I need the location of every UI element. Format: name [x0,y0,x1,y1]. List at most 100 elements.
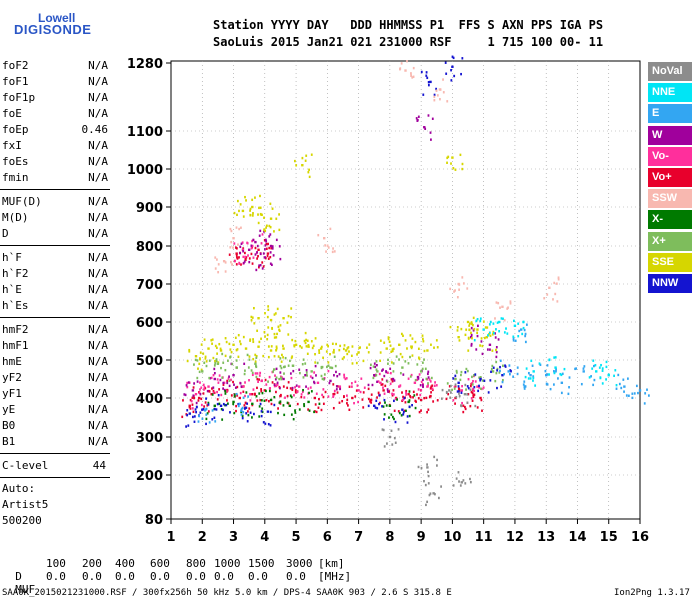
echo-point [429,492,432,495]
echo-point [220,366,222,370]
echo-point [246,241,249,245]
param-row: h`F N/A [2,250,108,266]
echo-point [243,407,246,410]
echo-point [291,355,294,358]
echo-point [412,390,415,394]
y-tick-label: 1100 [127,125,163,140]
echo-point [206,412,209,415]
echo-point [296,390,299,394]
echo-point [252,212,254,215]
x-tick-label: 10 [443,530,461,545]
echo-point [426,372,429,376]
echo-point [287,381,290,384]
echo-point [251,239,254,243]
echo-point [307,387,310,390]
echo-point [260,410,263,413]
echo-point [251,393,254,396]
echo-point [222,408,224,412]
echo-point [212,356,215,360]
echo-point [254,360,257,363]
echo-point [423,396,426,400]
logo-text-digisonde: DIGISONDE [14,22,92,37]
echo-point [464,383,467,387]
echo-point [487,334,489,337]
echo-point [574,367,577,371]
echo-point [343,395,345,398]
echo-point [242,247,245,250]
echo-point [252,238,255,242]
echo-point [226,379,229,383]
echo-point [385,347,388,350]
echo-point [271,247,274,250]
echo-point [265,224,268,227]
echo-point [217,361,220,364]
echo-point [256,386,258,390]
legend-item-x: X+ [648,231,692,251]
echo-point [474,404,477,408]
echo-point [278,245,281,248]
echo-point [257,380,259,383]
echo-point [255,364,257,368]
echo-point [229,355,232,358]
echo-point [356,384,359,387]
echo-point [275,217,278,220]
echo-point [420,409,422,412]
echo-point [451,388,453,392]
echo-point [273,403,276,407]
echo-point [323,373,326,376]
echo-point [293,394,295,397]
param-value: N/A [88,91,108,104]
echo-point [263,256,266,259]
echo-point [288,404,292,407]
echo-point [250,319,253,322]
echo-point [490,370,492,374]
y-tick-label: 500 [136,354,163,369]
echo-point [198,414,201,418]
echo-point [290,307,293,310]
echo-point [381,378,384,381]
echo-point [252,256,255,259]
muf-value: 0.0 [214,570,234,583]
echo-point [605,365,608,369]
echo-point [472,393,475,396]
echo-point [269,202,272,205]
echo-point [314,353,316,356]
x-tick-label: 2 [198,530,207,545]
echo-point [421,334,424,337]
echo-point [329,379,332,383]
echo-point [496,386,498,390]
echo-point [379,381,382,384]
echo-point [184,393,187,397]
echo-point [213,371,216,375]
param-name: h`E [2,283,22,296]
echo-point [238,402,241,406]
muf-row-label: MUF [15,583,36,596]
echo-point [310,390,313,393]
echo-point [247,248,251,251]
echo-point [552,383,555,386]
param-value: N/A [88,155,108,168]
echo-point [276,307,279,311]
x-tick-label: 11 [475,530,493,545]
echo-point [265,247,268,250]
echo-point [427,470,429,474]
echo-point [263,389,266,392]
echo-point [350,354,353,357]
echo-point [275,348,278,352]
echo-point [561,372,564,376]
echo-point [460,327,463,331]
echo-point [500,317,503,320]
echo-point [410,345,412,348]
echo-point [523,385,526,388]
echo-point [435,89,438,92]
echo-point [471,382,474,385]
echo-point [433,384,436,387]
echo-point [270,263,273,267]
echo-point [275,238,278,242]
echo-point [233,411,236,415]
echo-point [635,384,638,388]
echo-point [241,209,245,213]
echo-point [409,334,412,337]
echo-point [399,352,402,356]
echo-point [326,244,329,247]
